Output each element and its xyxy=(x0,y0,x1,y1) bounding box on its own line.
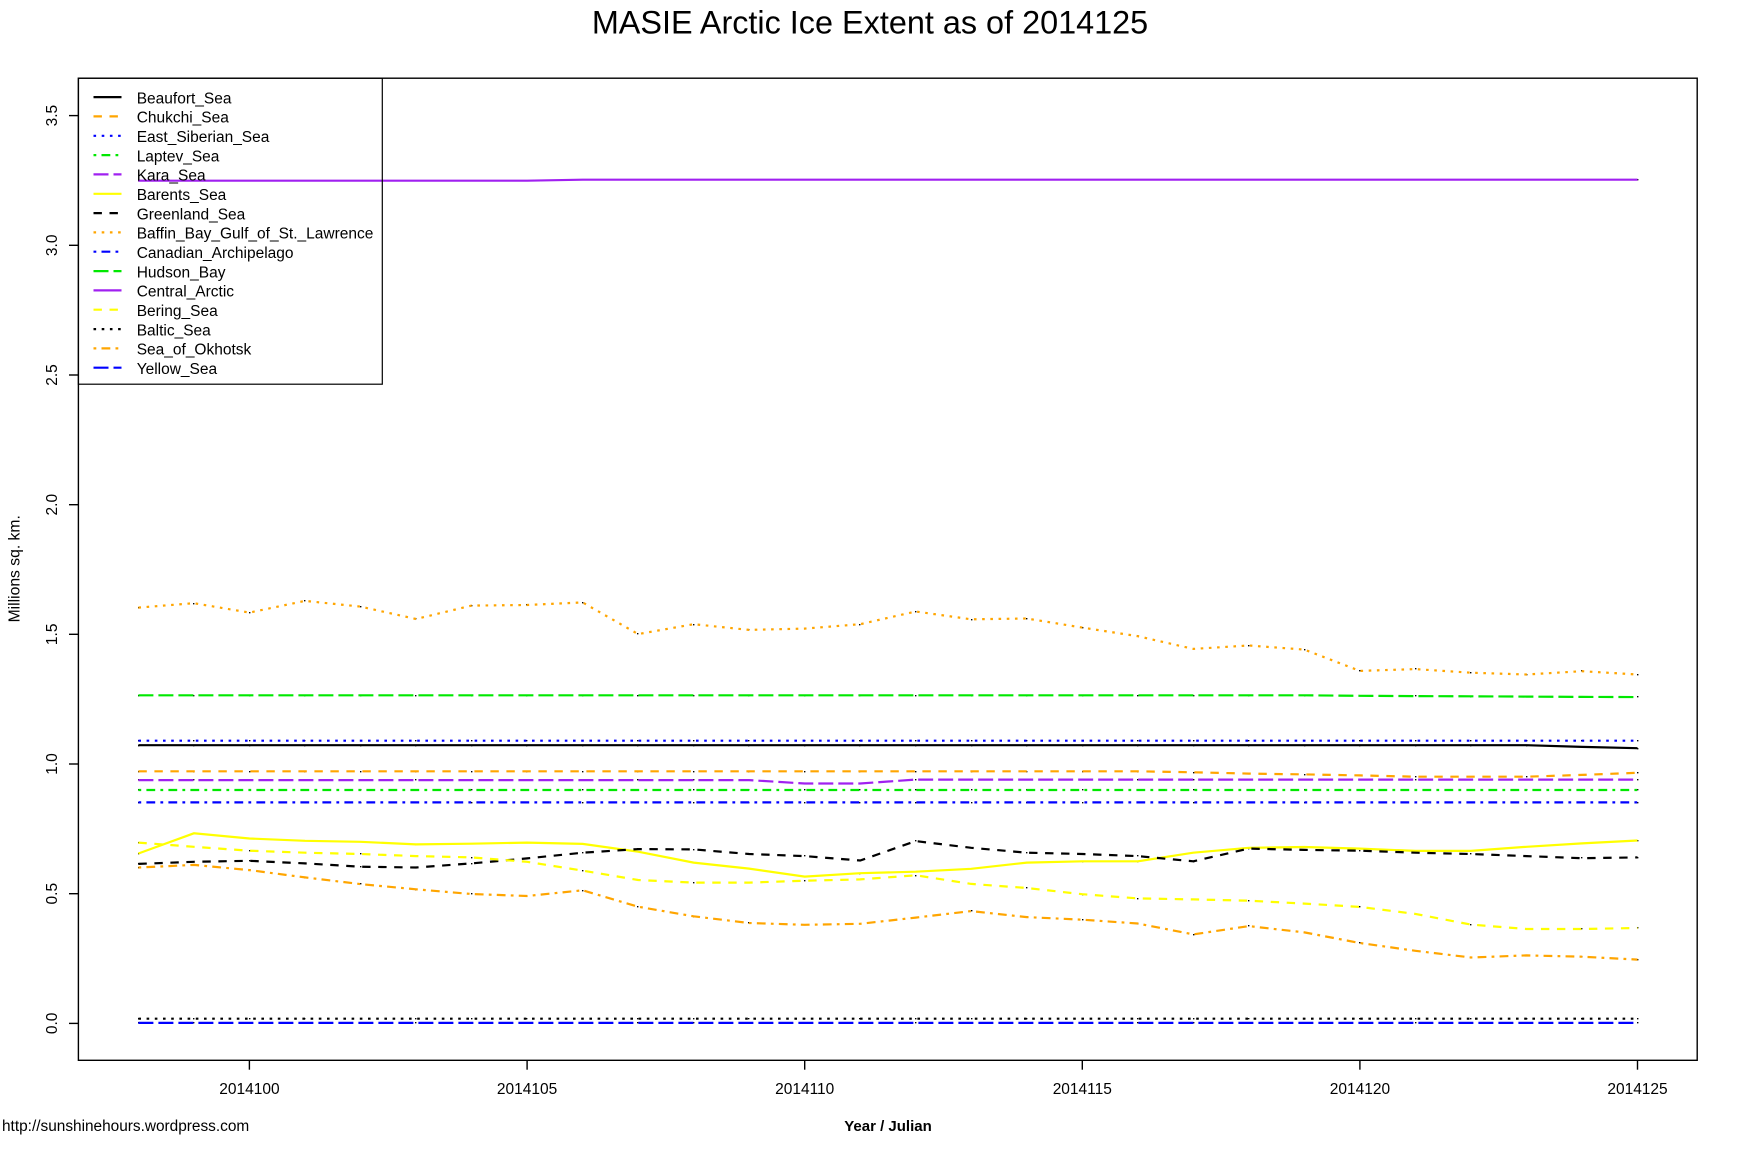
svg-text:Sea_of_Okhotsk: Sea_of_Okhotsk xyxy=(137,342,252,359)
svg-text:0.5: 0.5 xyxy=(44,883,61,905)
svg-text:Kara_Sea: Kara_Sea xyxy=(137,168,206,185)
svg-text:2.5: 2.5 xyxy=(44,364,61,386)
svg-text:2014100: 2014100 xyxy=(219,1081,280,1098)
svg-text:2.0: 2.0 xyxy=(44,494,61,516)
svg-text:Bering_Sea: Bering_Sea xyxy=(137,303,218,320)
svg-text:2014125: 2014125 xyxy=(1607,1081,1667,1098)
svg-text:Central_Arctic: Central_Arctic xyxy=(137,284,235,301)
svg-text:Barents_Sea: Barents_Sea xyxy=(137,187,227,204)
svg-text:Year / Julian: Year / Julian xyxy=(844,1118,932,1135)
svg-text:Hudson_Bay: Hudson_Bay xyxy=(137,264,226,281)
svg-text:3.5: 3.5 xyxy=(44,105,61,127)
svg-text:Greenland_Sea: Greenland_Sea xyxy=(137,206,246,223)
svg-text:Millions sq. km.: Millions sq. km. xyxy=(7,515,24,622)
svg-text:Laptev_Sea: Laptev_Sea xyxy=(137,148,220,165)
svg-text:0.0: 0.0 xyxy=(44,1012,61,1034)
svg-text:Canadian_Archipelago: Canadian_Archipelago xyxy=(137,245,294,262)
svg-text:Baltic_Sea: Baltic_Sea xyxy=(137,322,211,339)
svg-text:Chukchi_Sea: Chukchi_Sea xyxy=(137,110,230,127)
svg-text:Beaufort_Sea: Beaufort_Sea xyxy=(137,90,232,107)
svg-text:Baffin_Bay_Gulf_of_St._Lawrenc: Baffin_Bay_Gulf_of_St._Lawrence xyxy=(137,226,374,243)
svg-text:2014105: 2014105 xyxy=(497,1081,557,1098)
svg-text:MASIE Arctic Ice Extent as of: MASIE Arctic Ice Extent as of 2014125 xyxy=(592,5,1148,41)
svg-text:2014115: 2014115 xyxy=(1053,1081,1112,1098)
svg-text:Yellow_Sea: Yellow_Sea xyxy=(137,361,218,378)
svg-text:2014120: 2014120 xyxy=(1330,1081,1391,1098)
svg-text:1.0: 1.0 xyxy=(44,753,61,775)
svg-text:1.5: 1.5 xyxy=(44,624,61,646)
svg-text:3.0: 3.0 xyxy=(44,234,61,256)
svg-text:East_Siberian_Sea: East_Siberian_Sea xyxy=(137,129,270,146)
svg-text:http://sunshinehours.wordpress: http://sunshinehours.wordpress.com xyxy=(2,1118,249,1135)
svg-text:2014110: 2014110 xyxy=(775,1081,835,1098)
